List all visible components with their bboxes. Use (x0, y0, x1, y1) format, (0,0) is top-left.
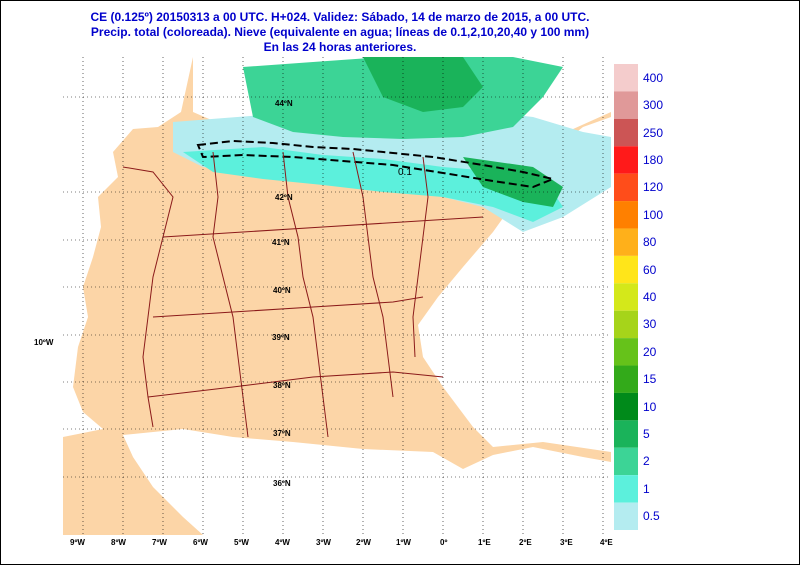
legend-label-2: 2 (643, 454, 650, 469)
legend-label-1: 1 (643, 481, 650, 496)
legend-swatch-60 (614, 255, 638, 284)
lat-label-41: 41ºN (272, 238, 290, 247)
legend-label-100: 100 (643, 207, 664, 222)
legend-label-0.5: 0.5 (643, 509, 660, 524)
legend-swatch-300 (614, 91, 638, 119)
precip-band-strong (363, 57, 483, 112)
legend-swatch-5 (614, 420, 638, 448)
snow-contour (196, 139, 557, 189)
legend-swatch-40 (614, 283, 638, 311)
precipitation-map: 0.1 (63, 57, 611, 535)
contour-label: 0.1 (398, 167, 412, 178)
legend-swatch-1 (614, 475, 638, 503)
lat-label-36: 36ºN (273, 479, 291, 488)
lon-label-1e: 1ºE (478, 538, 491, 547)
lat-label-42: 42ºN (275, 193, 293, 202)
legend-colorbar (614, 64, 638, 530)
lon-label-7w: 7ºW (152, 538, 167, 547)
legend-label-15: 15 (643, 372, 657, 387)
legend-swatch-15 (614, 365, 638, 393)
lat-label-38: 38ºN (273, 381, 291, 390)
graticule (63, 57, 611, 535)
legend-label-300: 300 (643, 98, 664, 113)
legend-label-10: 10 (643, 399, 657, 414)
lon-label-1w: 1ºW (396, 538, 411, 547)
legend-label-60: 60 (643, 262, 657, 277)
precip-band-pyrenees (463, 157, 563, 207)
legend-swatch-80 (614, 228, 638, 256)
lon-label-5w: 5ºW (234, 538, 249, 547)
lon-label-0: 0º (440, 538, 448, 547)
legend-swatch-400 (614, 64, 638, 92)
southern-sea (123, 429, 611, 535)
legend-label-180: 180 (643, 152, 664, 167)
legend-swatch-30 (614, 310, 638, 339)
lon-label-4e: 4ºE (600, 538, 613, 547)
legend-label-20: 20 (643, 344, 657, 359)
legend-swatch-180 (614, 146, 638, 174)
lat-label-40: 40ºN (273, 286, 291, 295)
lon-label-4w: 4ºW (275, 538, 290, 547)
legend-label-80: 80 (643, 235, 657, 250)
legend-swatch-250 (614, 118, 638, 147)
lon-label-3w: 3ºW (316, 538, 331, 547)
side-longitude-label: 10ºW (34, 338, 54, 347)
title-line-2: Precip. total (coloreada). Nieve (equiva… (90, 25, 590, 39)
precip-band-coast (183, 147, 563, 222)
lon-label-8w: 8ºW (111, 538, 126, 547)
lon-label-6w: 6ºW (193, 538, 208, 547)
admin-borders (122, 151, 484, 438)
legend-swatch-0.5 (614, 502, 638, 530)
legend-label-40: 40 (643, 290, 657, 304)
lon-label-2e: 2ºE (519, 538, 532, 547)
legend-swatch-120 (614, 173, 638, 202)
lon-label-9w: 9ºW (70, 538, 85, 547)
lon-label-3e: 3ºE (560, 538, 573, 547)
legend-label-400: 400 (643, 70, 664, 85)
lat-label-39: 39ºN (272, 333, 290, 342)
atlantic-sea (63, 57, 193, 437)
legend-swatch-2 (614, 447, 638, 476)
lat-label-44: 44ºN (275, 99, 293, 108)
title-line-3: En las 24 horas anteriores. (263, 40, 417, 54)
legend-label-120: 120 (643, 180, 664, 195)
legend-label-30: 30 (643, 317, 657, 332)
legend-swatch-10 (614, 392, 638, 421)
legend-swatch-20 (614, 338, 638, 366)
legend-label-5: 5 (643, 427, 650, 442)
lon-label-2w: 2ºW (356, 538, 371, 547)
title-line-1: CE (0.125º) 20150313 a 00 UTC. H+024. Va… (90, 10, 590, 24)
legend-label-250: 250 (643, 125, 664, 140)
legend-swatch-100 (614, 201, 638, 229)
lat-label-37: 37ºN (273, 429, 291, 438)
